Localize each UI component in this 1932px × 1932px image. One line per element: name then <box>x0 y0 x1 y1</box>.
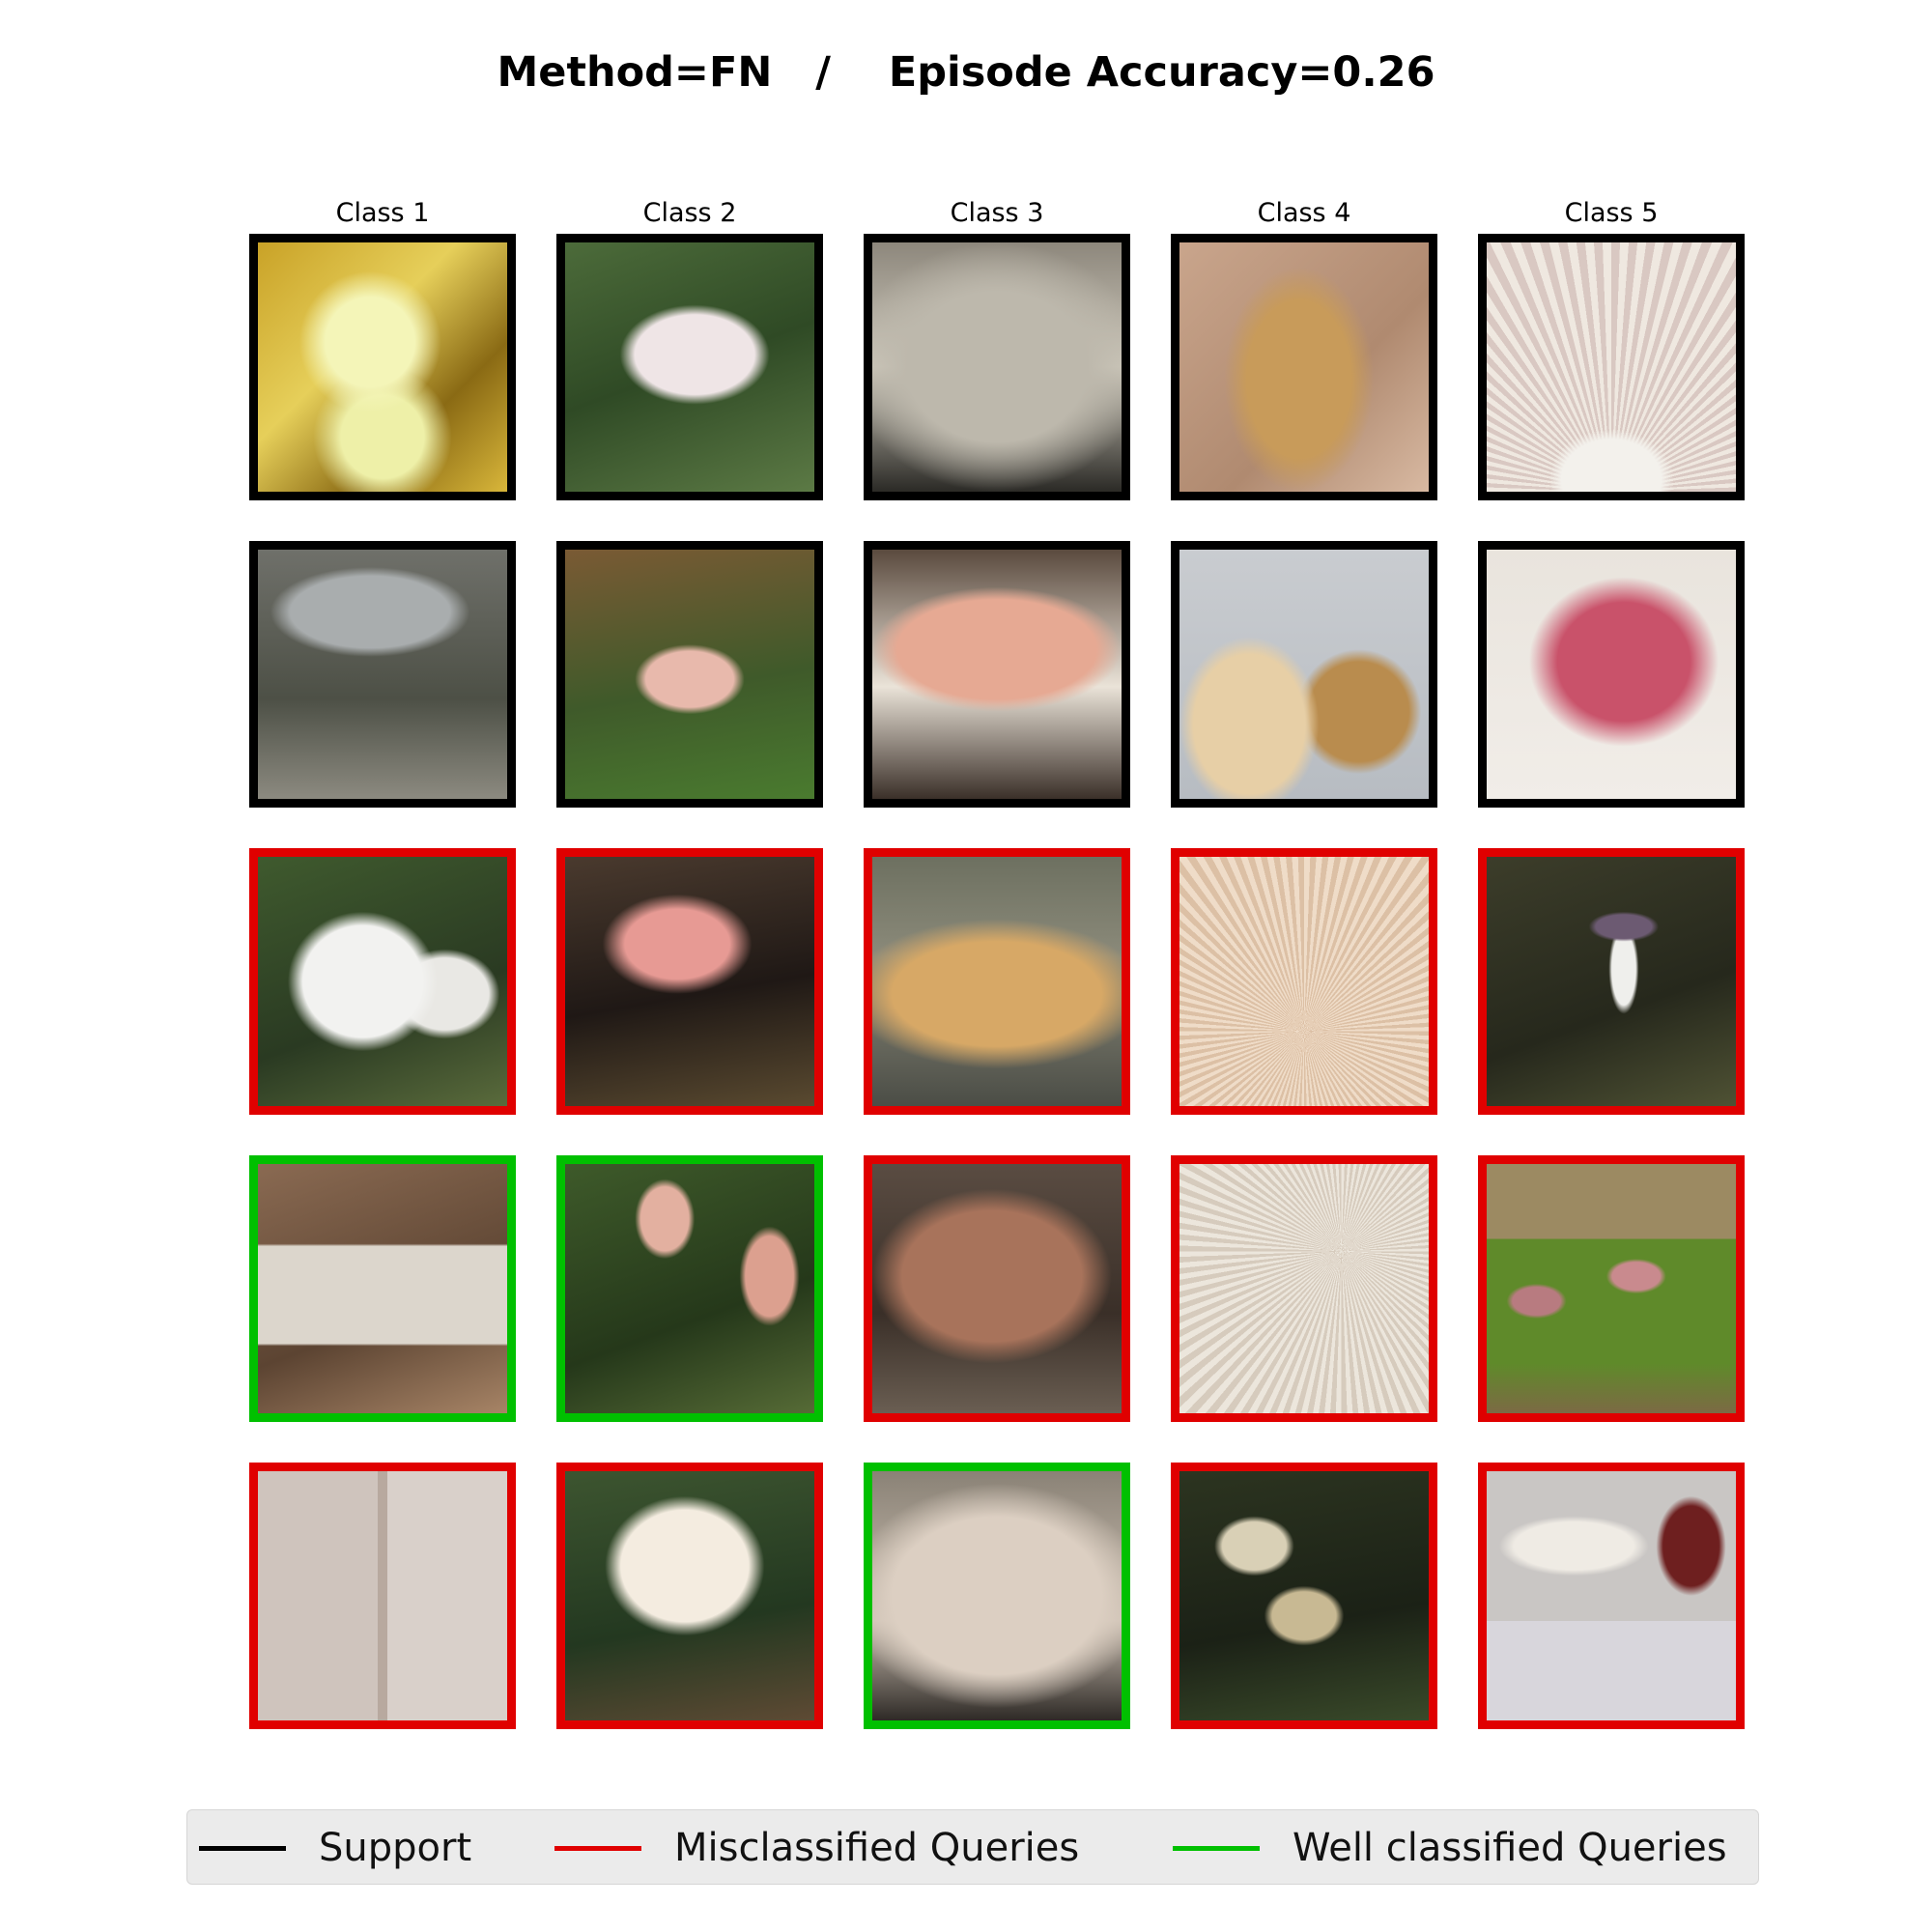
misclassified-image-r3-c4 <box>1171 848 1437 1115</box>
column-label-class-5: Class 5 <box>1564 198 1659 228</box>
support-image-r1-c2 <box>556 234 823 500</box>
mushroom-photo <box>1487 242 1736 492</box>
mushroom-photo <box>258 1164 507 1413</box>
legend-label-support: Support <box>319 1826 472 1870</box>
misclassified-image-r3-c2 <box>556 848 823 1115</box>
misclassified-image-r5-c4 <box>1171 1463 1437 1729</box>
legend-label-misclassified: Misclassified Queries <box>674 1826 1080 1870</box>
mushroom-photo <box>1487 857 1736 1106</box>
well_classified-image-r4-c2 <box>556 1155 823 1422</box>
mushroom-photo <box>565 242 814 492</box>
column-label-class-1: Class 1 <box>335 198 430 228</box>
mushroom-photo <box>1487 1471 1736 1720</box>
misclassified-image-r3-c1 <box>249 848 516 1115</box>
mushroom-photo <box>872 857 1122 1106</box>
mushroom-photo <box>258 242 507 492</box>
legend-label-well-classified: Well classified Queries <box>1293 1826 1727 1870</box>
misclassified-image-r4-c5 <box>1478 1155 1745 1422</box>
column-label-class-4: Class 4 <box>1257 198 1351 228</box>
misclassified-image-r5-c5 <box>1478 1463 1745 1729</box>
misclassified-image-r5-c2 <box>556 1463 823 1729</box>
misclassified-image-r5-c1 <box>249 1463 516 1729</box>
mushroom-photo <box>565 857 814 1106</box>
legend-line-well-classified <box>1173 1845 1260 1851</box>
mushroom-photo <box>565 1471 814 1720</box>
mushroom-photo <box>872 1164 1122 1413</box>
well_classified-image-r4-c1 <box>249 1155 516 1422</box>
mushroom-photo <box>1179 1164 1429 1413</box>
misclassified-image-r3-c3 <box>864 848 1130 1115</box>
misclassified-image-r3-c5 <box>1478 848 1745 1115</box>
column-label-class-2: Class 2 <box>642 198 737 228</box>
mushroom-photo <box>258 1471 507 1720</box>
mushroom-photo <box>1487 1164 1736 1413</box>
misclassified-image-r4-c4 <box>1171 1155 1437 1422</box>
mushroom-photo <box>872 242 1122 492</box>
legend-line-misclassified <box>554 1845 641 1851</box>
support-image-r1-c4 <box>1171 234 1437 500</box>
legend: Support Misclassified Queries Well class… <box>186 1809 1759 1885</box>
misclassified-image-r4-c3 <box>864 1155 1130 1422</box>
image-grid: Class 1 Class 2 Class 3 Class 4 Class 5 <box>249 198 1745 1729</box>
well_classified-image-r5-c3 <box>864 1463 1130 1729</box>
support-image-r1-c5 <box>1478 234 1745 500</box>
legend-item-support: Support <box>199 1810 471 1886</box>
mushroom-photo <box>1179 857 1429 1106</box>
mushroom-photo <box>872 550 1122 799</box>
legend-line-support <box>199 1845 286 1851</box>
mushroom-photo <box>565 550 814 799</box>
legend-item-well-classified: Well classified Queries <box>1173 1810 1727 1886</box>
support-image-r2-c1 <box>249 541 516 808</box>
column-label-class-3: Class 3 <box>950 198 1044 228</box>
support-image-r2-c5 <box>1478 541 1745 808</box>
mushroom-photo <box>565 1164 814 1413</box>
mushroom-photo <box>258 550 507 799</box>
legend-item-misclassified: Misclassified Queries <box>554 1810 1079 1886</box>
mushroom-photo <box>1487 550 1736 799</box>
support-image-r2-c2 <box>556 541 823 808</box>
mushroom-photo <box>1179 550 1429 799</box>
support-image-r1-c1 <box>249 234 516 500</box>
support-image-r2-c4 <box>1171 541 1437 808</box>
figure-title: Method=FN / Episode Accuracy=0.26 <box>497 48 1435 97</box>
mushroom-photo <box>258 857 507 1106</box>
support-image-r2-c3 <box>864 541 1130 808</box>
mushroom-photo <box>1179 1471 1429 1720</box>
support-image-r1-c3 <box>864 234 1130 500</box>
mushroom-photo <box>872 1471 1122 1720</box>
mushroom-photo <box>1179 242 1429 492</box>
